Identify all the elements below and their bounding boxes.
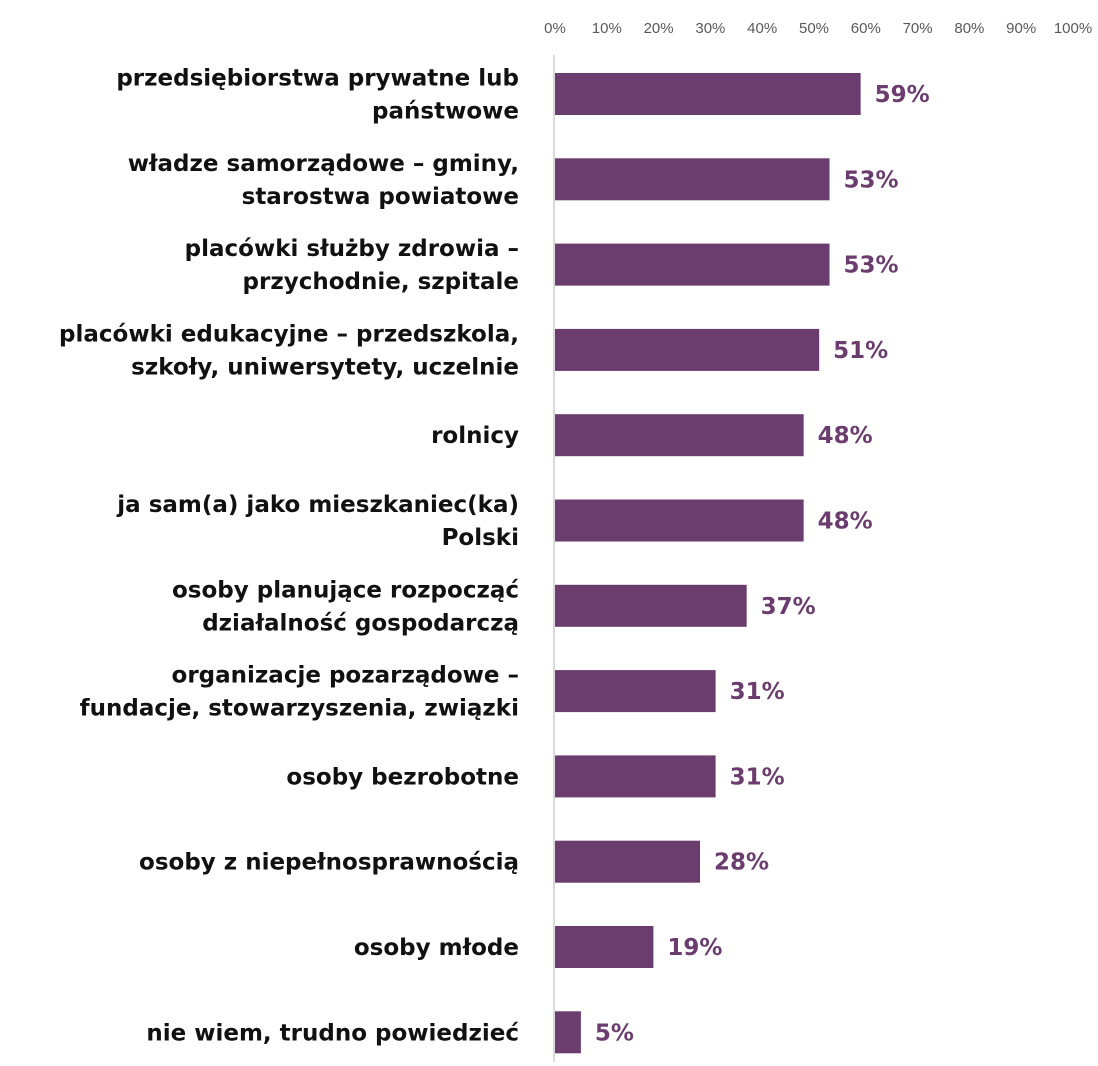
category-label: władze samorządowe – gminy, starostwa pow… xyxy=(128,151,519,210)
bar-value-label: 51% xyxy=(833,338,888,364)
category-label: rolnicy xyxy=(431,423,519,449)
x-tick-label: 90% xyxy=(1006,20,1036,37)
bar xyxy=(555,584,747,627)
x-tick-label: 30% xyxy=(695,20,725,37)
x-tick-label: 0% xyxy=(544,20,566,37)
bar-value-label: 59% xyxy=(875,82,930,108)
x-tick-label: 80% xyxy=(954,20,984,37)
bar-value-label: 5% xyxy=(595,1020,634,1046)
bar xyxy=(555,243,830,286)
value-labels: 59% 53% 53% 51% 48% 48% 37% 31% 31% 28% 19% 5% xyxy=(595,82,930,1046)
bar xyxy=(555,1011,581,1054)
bar xyxy=(555,499,804,542)
category-label: osoby z niepełnosprawnością xyxy=(139,850,519,876)
bar-value-label: 48% xyxy=(818,423,873,449)
category-label: organizacje pozarządowe – fundacje, stowa… xyxy=(80,663,519,722)
x-tick-label: 50% xyxy=(799,20,829,37)
bar xyxy=(555,755,716,798)
bar xyxy=(555,926,654,968)
x-tick-label: 70% xyxy=(903,20,933,37)
bars xyxy=(555,73,861,1054)
category-label: placówki służby zdrowia – przychodnie, sz… xyxy=(185,236,519,295)
bar-value-label: 53% xyxy=(844,253,899,279)
category-label: ja sam(a) jako mieszkaniec(ka) Polski xyxy=(116,492,519,551)
x-tick-label: 60% xyxy=(851,20,881,37)
bar-value-label: 37% xyxy=(761,594,816,620)
x-tick-label: 40% xyxy=(747,20,777,37)
x-tick-label: 100% xyxy=(1054,20,1092,37)
bar xyxy=(555,73,861,115)
category-label: osoby bezrobotne xyxy=(286,764,519,790)
bar xyxy=(555,840,701,883)
bar xyxy=(555,158,830,201)
bar xyxy=(555,328,820,371)
category-label: osoby młode xyxy=(354,935,519,961)
x-tick-label: 10% xyxy=(592,20,622,37)
bar-value-label: 31% xyxy=(730,764,785,790)
x-tick-label: 20% xyxy=(644,20,674,37)
category-label: placówki edukacyjne – przedszkola, szkoły… xyxy=(59,321,519,380)
bar-value-label: 28% xyxy=(714,850,769,876)
bar-value-label: 53% xyxy=(844,167,899,193)
bar-value-label: 31% xyxy=(730,679,785,705)
bar-value-label: 19% xyxy=(667,935,722,961)
category-labels: przedsiębiorstwa prywatne lub państwowe wł… xyxy=(59,66,519,1047)
category-label: przedsiębiorstwa prywatne lub państwowe xyxy=(116,66,519,125)
bar xyxy=(555,670,716,713)
x-axis-ticks: 0% 10% 20% 30% 40% 50% 60% 70% 80% 90% 100% xyxy=(544,20,1092,37)
category-label: osoby planujące rozpocząć działalność gos… xyxy=(172,577,519,636)
bar-value-label: 48% xyxy=(818,509,873,535)
bar xyxy=(555,414,804,457)
category-label: nie wiem, trudno powiedzieć xyxy=(146,1020,519,1046)
